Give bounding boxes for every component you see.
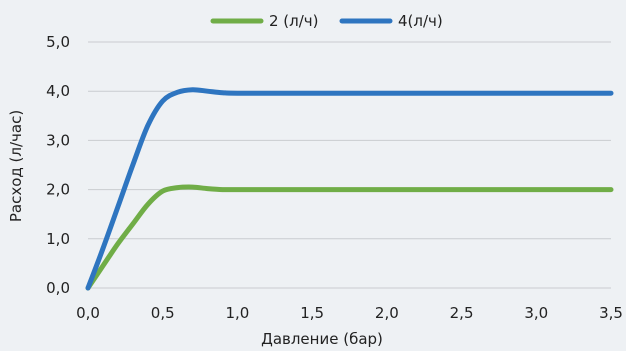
legend-label-1: 2 (л/ч): [269, 12, 319, 30]
y-tick-label: 2,0: [46, 181, 70, 199]
x-tick-label: 0,0: [76, 304, 100, 322]
y-tick-label: 5,0: [46, 33, 70, 51]
x-tick-label: 2,0: [375, 304, 399, 322]
y-tick-label: 4,0: [46, 82, 70, 100]
x-tick-labels: 0,0 0,5 1,0 1,5 2,0 2,5 3,0 3,5: [76, 304, 623, 322]
x-axis-title: Давление (бар): [261, 330, 383, 348]
legend-label-2: 4(л/ч): [398, 12, 443, 30]
y-axis-title: Расход (л/час): [7, 110, 25, 222]
series-line-2: [85, 87, 614, 291]
x-tick-label: 3,5: [599, 304, 623, 322]
x-tick-label: 1,5: [300, 304, 324, 322]
x-tick-label: 0,5: [151, 304, 175, 322]
x-tick-label: 3,0: [524, 304, 548, 322]
series-line-1: [85, 184, 614, 291]
y-tick-label: 0,0: [46, 279, 70, 297]
series-lines: [85, 87, 614, 291]
legend: 2 (л/ч) 4(л/ч): [210, 12, 443, 30]
y-tick-label: 1,0: [46, 230, 70, 248]
gridlines: [88, 41, 611, 289]
x-tick-label: 1,0: [225, 304, 249, 322]
y-tick-label: 3,0: [46, 131, 70, 149]
x-tick-label: 2,5: [450, 304, 474, 322]
y-tick-labels: 0,0 1,0 2,0 3,0 4,0 5,0: [46, 33, 70, 297]
